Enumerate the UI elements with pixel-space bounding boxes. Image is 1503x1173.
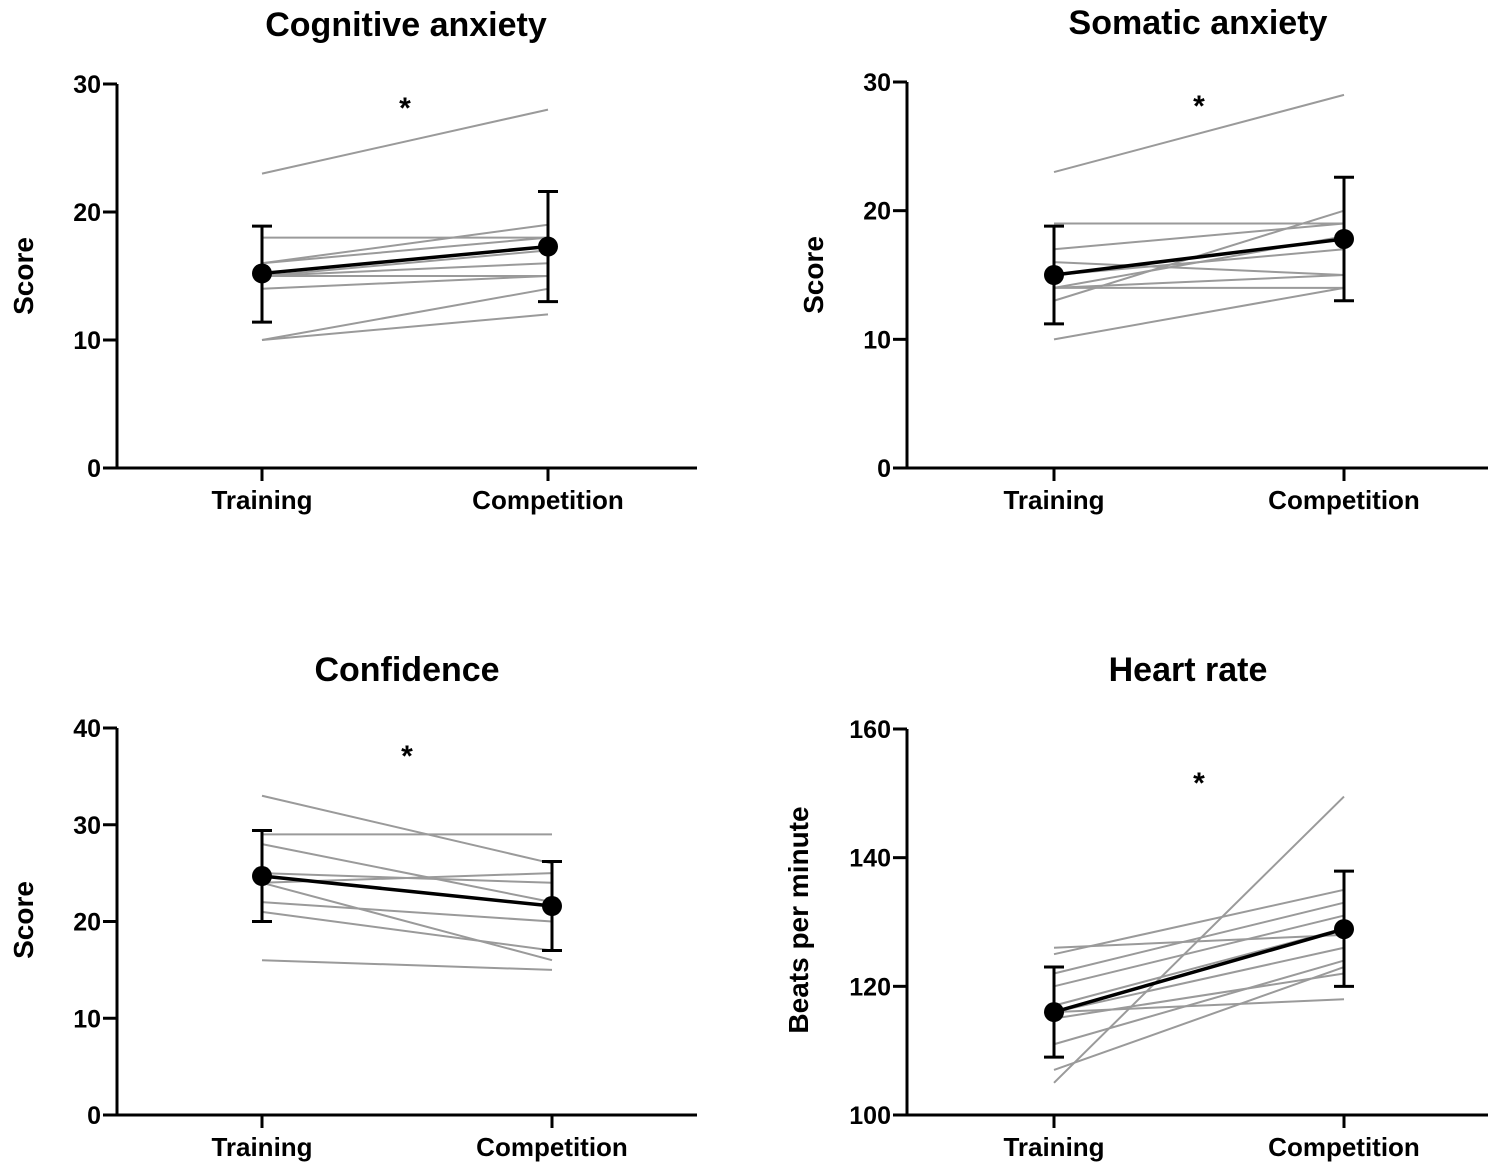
individual-line: [261, 881, 553, 962]
x-tick-label-competition: Competition: [472, 485, 624, 515]
y-tick-label: 20: [73, 199, 101, 227]
individual-line: [261, 910, 553, 952]
mean-point: [252, 866, 272, 887]
mean-point: [1044, 1002, 1064, 1023]
significance-marker: *: [399, 92, 411, 125]
x-tick-label-training: Training: [211, 485, 312, 515]
individual-line: [261, 287, 549, 341]
individual-line: [1053, 286, 1345, 341]
y-tick-label: 30: [863, 69, 891, 97]
individual-line: [1053, 914, 1345, 988]
mean-point: [542, 896, 562, 917]
individual-line: [1053, 966, 1345, 1071]
y-tick-label: 20: [73, 909, 101, 937]
x-tick-label-competition: Competition: [476, 1132, 628, 1162]
y-tick-label: 0: [87, 455, 101, 483]
y-tick-label: 10: [863, 326, 891, 354]
mean-point: [1044, 265, 1064, 285]
mean-line: [261, 874, 553, 908]
x-tick-label-competition: Competition: [1268, 1132, 1420, 1162]
significance-marker: *: [401, 740, 413, 773]
y-axis-label: Score: [8, 237, 39, 315]
mean-point: [538, 236, 558, 257]
significance-marker: *: [1193, 767, 1205, 800]
chart-title: Heart rate: [1109, 651, 1268, 689]
y-tick-label: 10: [73, 1005, 101, 1033]
y-tick-label: 0: [877, 455, 891, 483]
individual-line: [1053, 274, 1345, 289]
individual-line: [261, 843, 553, 904]
y-tick-label: 10: [73, 327, 101, 355]
individual-line: [1053, 959, 1345, 1046]
y-tick-label: 40: [73, 715, 101, 743]
significance-marker: *: [1193, 90, 1205, 123]
individual-line: [261, 236, 549, 265]
individual-line: [1053, 998, 1345, 1014]
individual-line: [261, 313, 549, 341]
chart-panel-3: Confidence Score 0 10 20 30 40 Training Competit…: [8, 651, 697, 1162]
y-tick-label: 140: [849, 845, 891, 873]
mean-point: [1334, 228, 1354, 249]
individual-line: [1053, 222, 1345, 251]
chart-title: Somatic anxiety: [1069, 4, 1328, 42]
chart-panel-4: Heart rate Beats per minute 100 120 140 160 Tr…: [783, 651, 1488, 1162]
individual-line: [261, 223, 549, 265]
chart-title: Cognitive anxiety: [265, 6, 547, 44]
y-tick-label: 120: [849, 973, 891, 1001]
individual-line: [261, 275, 549, 290]
y-axis-label: Beats per minute: [783, 806, 814, 1033]
y-tick-label: 20: [863, 198, 891, 226]
individual-line: [1053, 261, 1345, 276]
mean-point: [252, 263, 272, 284]
x-tick-label-training: Training: [1003, 485, 1104, 515]
individual-line: [1053, 93, 1345, 174]
mean-line: [1053, 237, 1345, 277]
chart-panel-2: Somatic anxiety Score 0 10 20 30 Training Compe…: [798, 4, 1488, 515]
individual-line: [261, 901, 553, 923]
y-tick-label: 160: [849, 716, 891, 744]
y-tick-label: 0: [87, 1102, 101, 1130]
individual-line: [1053, 933, 1345, 949]
individual-line: [1053, 972, 1345, 1020]
individual-line: [261, 249, 549, 277]
individual-line: [261, 262, 549, 277]
individual-line: [261, 108, 549, 175]
mean-line: [1053, 927, 1345, 1014]
chart-title: Confidence: [314, 651, 499, 689]
mean-line: [261, 244, 549, 276]
individual-line: [261, 959, 553, 971]
y-axis-label: Score: [798, 236, 829, 314]
y-tick-label: 30: [73, 812, 101, 840]
x-tick-label-training: Training: [1003, 1132, 1104, 1162]
y-tick-label: 30: [73, 71, 101, 99]
chart-panel-1: Cognitive anxiety Score 0 10 20 30 Training Com…: [8, 6, 697, 515]
y-tick-label: 100: [849, 1102, 891, 1130]
individual-line: [1053, 946, 1345, 1014]
individual-line: [1053, 888, 1345, 956]
individual-line: [1053, 901, 1345, 975]
individual-line: [1053, 795, 1345, 1084]
y-axis-label: Score: [8, 881, 39, 959]
mean-point: [1334, 919, 1354, 940]
x-tick-label-training: Training: [211, 1132, 312, 1162]
x-tick-label-competition: Competition: [1268, 485, 1420, 515]
individual-line: [261, 794, 553, 865]
